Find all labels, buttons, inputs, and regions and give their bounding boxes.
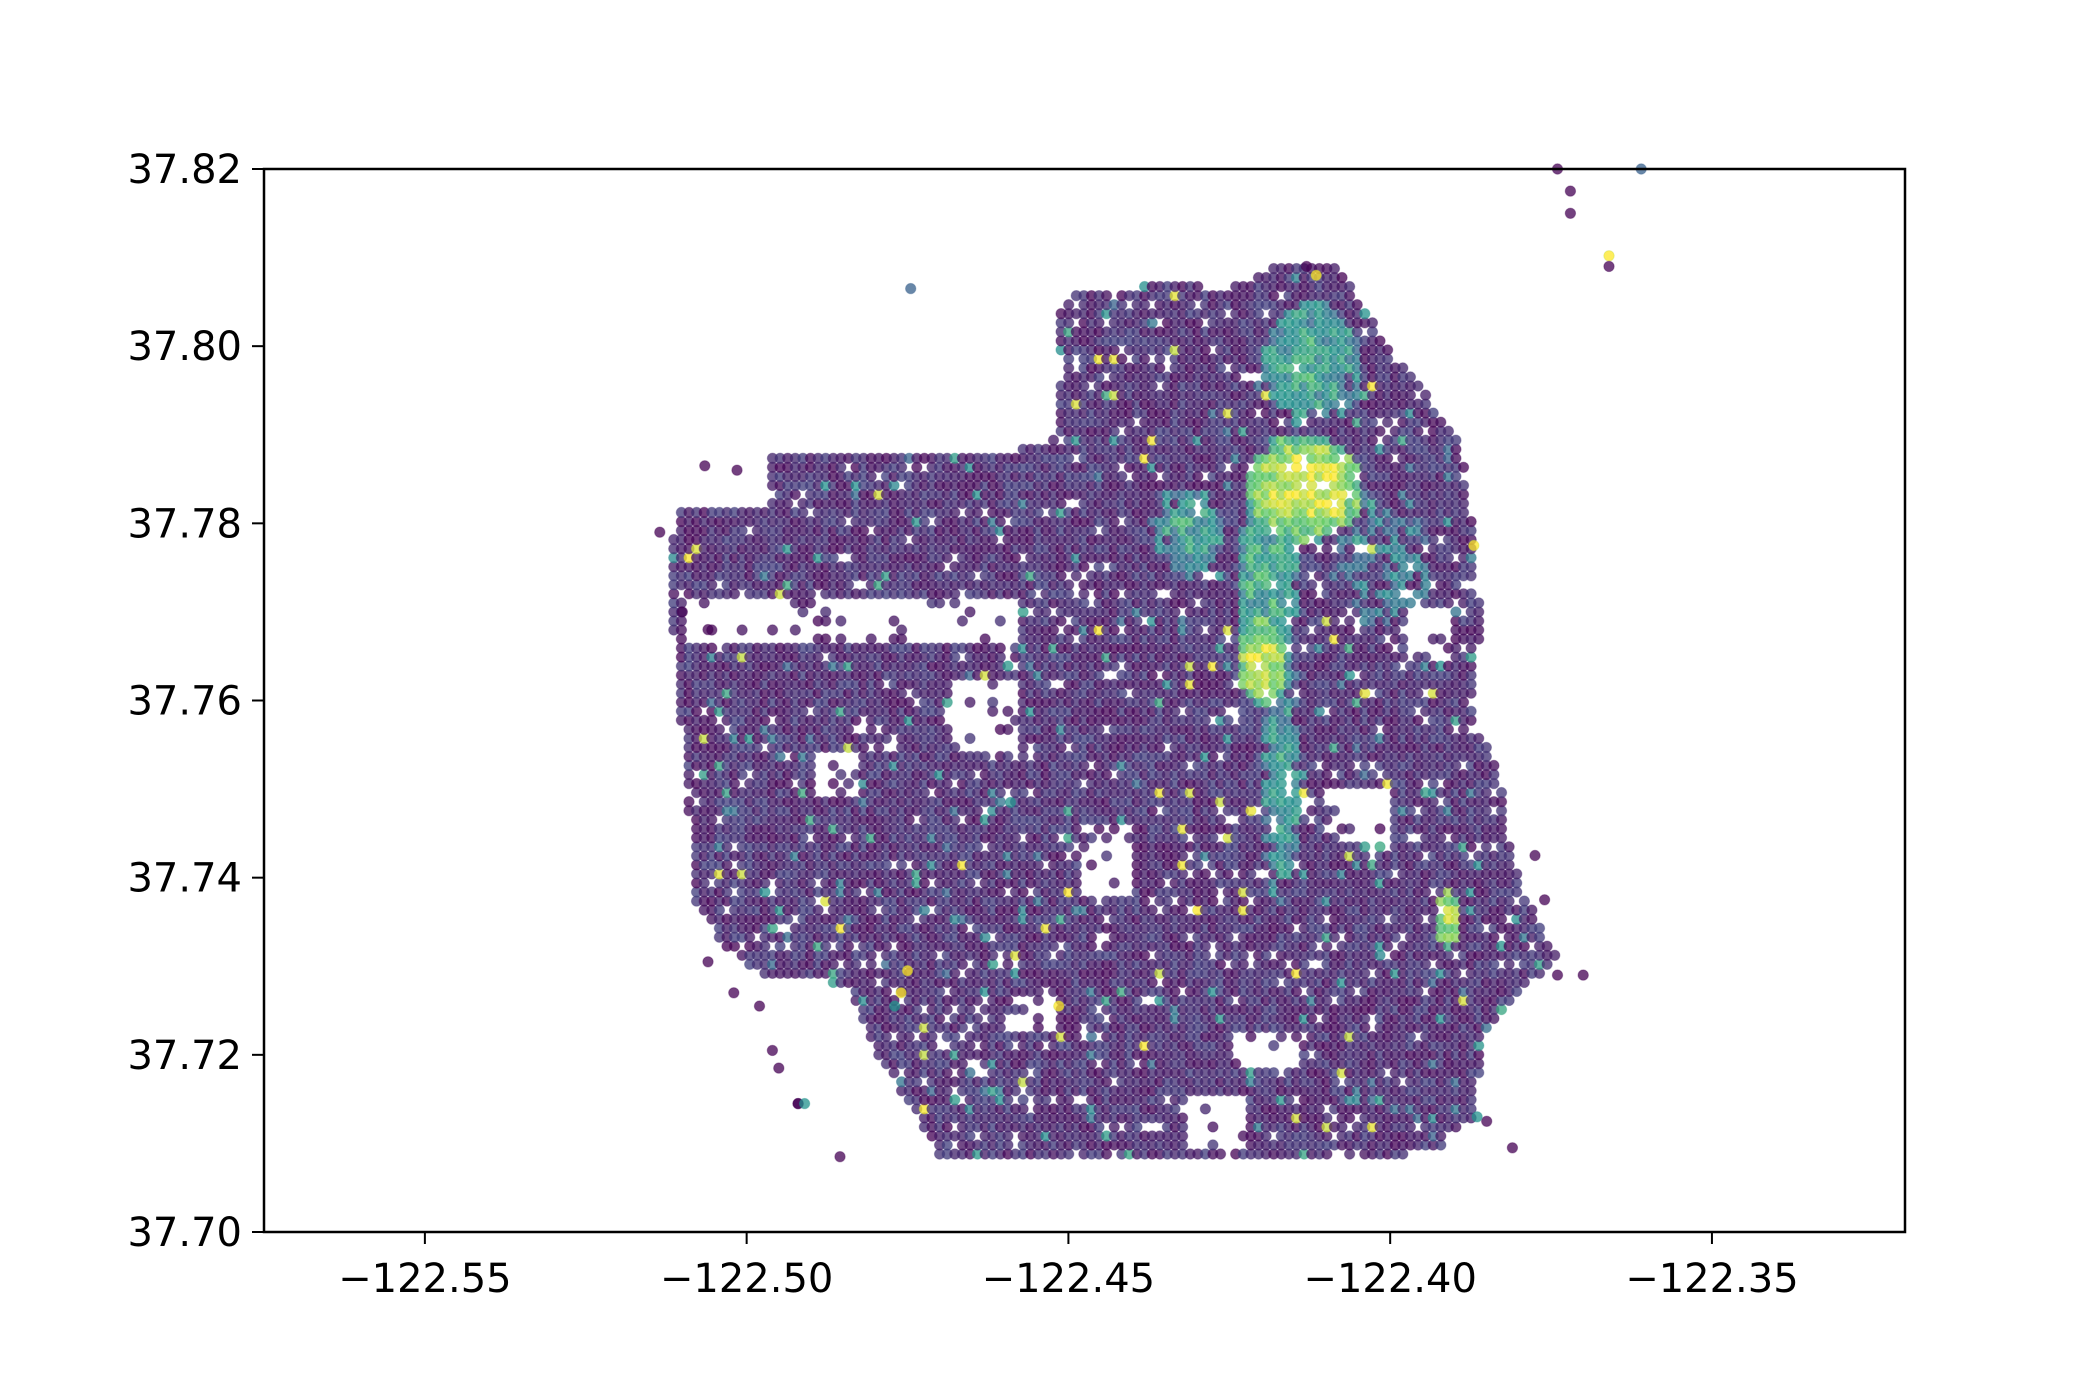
data-point bbox=[1214, 1148, 1227, 1160]
data-point bbox=[1199, 868, 1212, 880]
data-point bbox=[820, 633, 832, 645]
data-point bbox=[1412, 714, 1424, 726]
data-point bbox=[713, 723, 726, 736]
data-point bbox=[964, 696, 976, 708]
data-point bbox=[1146, 904, 1158, 916]
data-point bbox=[964, 732, 976, 745]
data-point bbox=[835, 786, 847, 799]
data-point bbox=[1207, 1139, 1219, 1151]
data-point bbox=[941, 723, 953, 736]
data-point bbox=[1002, 660, 1014, 672]
data-point bbox=[1511, 868, 1523, 880]
data-point bbox=[1419, 651, 1432, 663]
data-point bbox=[766, 624, 779, 636]
data-point bbox=[1343, 823, 1356, 835]
data-point bbox=[1533, 922, 1546, 934]
data-point bbox=[1495, 786, 1508, 799]
data-point bbox=[827, 759, 839, 772]
data-point bbox=[1207, 1121, 1219, 1133]
data-point bbox=[842, 777, 855, 790]
data-point bbox=[1093, 1012, 1105, 1025]
data-point bbox=[736, 624, 748, 636]
data-point bbox=[964, 1067, 976, 1079]
data-point bbox=[1002, 723, 1014, 736]
data-point bbox=[1017, 1003, 1029, 1016]
data-point bbox=[1017, 1094, 1029, 1106]
data-point bbox=[979, 633, 991, 645]
data-point bbox=[1526, 904, 1538, 916]
data-point bbox=[979, 750, 991, 763]
data-point bbox=[1328, 832, 1341, 844]
data-point bbox=[835, 768, 847, 781]
data-point bbox=[1108, 877, 1120, 889]
data-point bbox=[1260, 696, 1272, 708]
data-point bbox=[1465, 705, 1477, 717]
data-point bbox=[1085, 832, 1098, 844]
data-point bbox=[1085, 895, 1098, 907]
data-point bbox=[994, 642, 1006, 654]
data-point bbox=[1199, 1103, 1212, 1115]
data-point bbox=[1480, 741, 1493, 754]
data-point bbox=[1268, 1039, 1280, 1052]
data-point bbox=[949, 741, 961, 754]
data-point bbox=[1381, 642, 1394, 654]
data-point bbox=[1473, 732, 1485, 745]
data-point bbox=[812, 904, 824, 916]
data-point bbox=[1518, 895, 1531, 907]
data-point bbox=[895, 624, 908, 636]
data-point bbox=[1085, 859, 1098, 871]
data-point bbox=[1222, 714, 1234, 726]
data-point bbox=[1541, 940, 1553, 952]
data-point bbox=[1435, 633, 1447, 645]
data-point bbox=[1268, 1067, 1280, 1079]
data-point bbox=[903, 696, 915, 708]
data-point bbox=[987, 696, 999, 708]
data-point bbox=[1328, 805, 1341, 817]
data-point bbox=[1374, 841, 1386, 853]
points-layer bbox=[654, 163, 1647, 1163]
data-point bbox=[706, 642, 718, 654]
data-point bbox=[789, 624, 801, 636]
data-point bbox=[1002, 705, 1014, 717]
data-point bbox=[683, 796, 695, 808]
data-point bbox=[1549, 949, 1561, 961]
data-point bbox=[1176, 1112, 1189, 1124]
data-point bbox=[1100, 850, 1113, 862]
data-point bbox=[949, 1094, 961, 1106]
data-point bbox=[1359, 841, 1371, 853]
data-point bbox=[1002, 750, 1014, 763]
data-point bbox=[971, 1012, 984, 1025]
data-point bbox=[1230, 1058, 1242, 1070]
data-point bbox=[1070, 850, 1083, 862]
data-point bbox=[1032, 1012, 1045, 1025]
data-point bbox=[1214, 814, 1227, 826]
data-point bbox=[865, 633, 877, 645]
data-point bbox=[1503, 841, 1515, 853]
data-point bbox=[1374, 823, 1386, 835]
data-point bbox=[1298, 814, 1310, 826]
data-point bbox=[1100, 832, 1113, 844]
data-point bbox=[835, 633, 847, 645]
data-point bbox=[827, 777, 839, 790]
data-point bbox=[1321, 1112, 1333, 1124]
data-point bbox=[1366, 768, 1379, 781]
data-point bbox=[1397, 633, 1409, 645]
data-point bbox=[1488, 759, 1500, 772]
